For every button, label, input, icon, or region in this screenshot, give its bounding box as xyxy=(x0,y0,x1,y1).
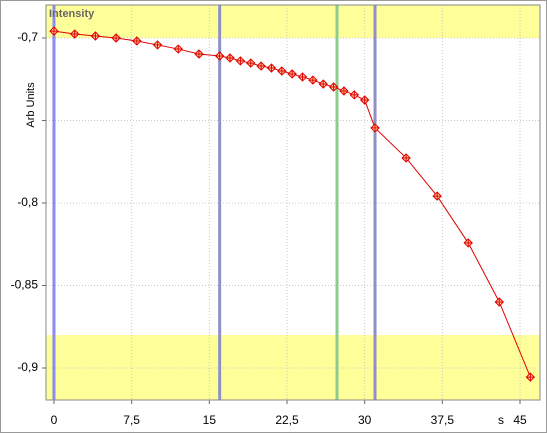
data-point xyxy=(214,51,225,61)
data-point xyxy=(494,297,505,307)
data-point xyxy=(132,36,142,46)
marker-cross xyxy=(371,123,380,132)
marker-cross xyxy=(433,192,442,201)
data-point xyxy=(69,29,80,39)
marker-cross xyxy=(350,90,359,99)
x-tick-label: 7,5 xyxy=(123,413,140,427)
x-tick-label: 22,5 xyxy=(275,413,299,427)
y-tick-label: -0,7 xyxy=(17,30,38,44)
x-tick-label: 15 xyxy=(203,413,217,427)
data-point xyxy=(266,63,277,73)
data-point xyxy=(246,58,256,68)
y-tick-label: -0,9 xyxy=(17,360,38,374)
marker-cross xyxy=(49,27,58,36)
x-axis-label: s xyxy=(498,413,504,427)
data-point xyxy=(525,372,536,382)
marker-cross xyxy=(277,66,286,75)
marker-cross xyxy=(236,56,245,65)
y-axis-label: Arb Units xyxy=(25,82,37,128)
data-point xyxy=(152,40,163,50)
data-point xyxy=(256,61,266,71)
marker-cross xyxy=(464,238,473,247)
data-point xyxy=(308,75,318,85)
data-point xyxy=(287,69,297,79)
data-point xyxy=(90,31,101,41)
marker-cross xyxy=(91,32,100,41)
marker-cross xyxy=(267,64,276,73)
data-point xyxy=(359,95,370,105)
data-point xyxy=(463,238,473,248)
marker-cross xyxy=(526,373,535,382)
marker-cross xyxy=(360,96,369,105)
marker-cross xyxy=(215,51,224,60)
y-tick-label: -0,85 xyxy=(11,278,39,292)
marker-cross xyxy=(257,62,266,71)
data-point xyxy=(401,153,411,163)
marker-cross xyxy=(308,76,317,85)
data-point xyxy=(432,191,442,201)
marker-cross xyxy=(329,83,338,92)
marker-cross xyxy=(339,86,348,95)
marker-cross xyxy=(132,36,141,45)
marker-cross xyxy=(174,45,183,54)
data-point xyxy=(370,123,380,133)
data-point xyxy=(235,56,246,66)
chart-title: Intensity xyxy=(49,8,95,20)
marker-cross xyxy=(298,72,307,81)
marker-cross xyxy=(402,153,411,162)
marker-cross xyxy=(288,69,297,78)
data-point xyxy=(297,72,308,82)
x-tick-label: 30 xyxy=(358,413,372,427)
x-tick-label: 45 xyxy=(513,413,527,427)
data-point xyxy=(49,26,59,36)
data-point xyxy=(111,33,121,43)
marker-cross xyxy=(70,30,79,39)
x-tick-label: 0 xyxy=(51,413,58,427)
data-point xyxy=(349,90,360,100)
marker-cross xyxy=(226,53,235,62)
y-tick-label: -0,8 xyxy=(17,195,38,209)
marker-cross xyxy=(153,40,162,49)
x-tick-label: 37,5 xyxy=(431,413,455,427)
marker-cross xyxy=(495,297,504,306)
marker-cross xyxy=(194,50,203,59)
plot-border xyxy=(45,4,541,401)
marker-cross xyxy=(112,33,121,42)
data-point xyxy=(225,53,235,63)
band xyxy=(46,5,540,38)
data-point xyxy=(328,82,339,92)
data-point xyxy=(173,44,183,54)
data-point xyxy=(194,49,204,59)
data-point xyxy=(277,66,287,76)
marker-cross xyxy=(319,80,328,89)
marker-cross xyxy=(246,59,255,68)
data-point xyxy=(318,79,328,89)
data-point xyxy=(339,86,349,96)
